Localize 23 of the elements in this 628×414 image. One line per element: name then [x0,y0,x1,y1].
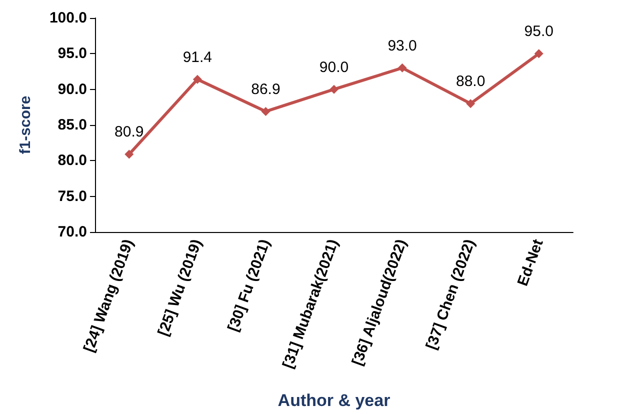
y-tick-label: 75.0 [58,188,87,205]
y-axis-title: f1-score [17,96,34,154]
data-label: 90.0 [319,58,349,76]
point [124,150,134,159]
point [398,63,407,72]
y-tick-label: 95.0 [58,45,87,62]
y-tick-label: 80.0 [58,152,87,170]
point [534,49,544,58]
data-label: 91.4 [182,48,212,66]
point [192,74,202,84]
data-label: 86.9 [251,80,280,98]
y-tick-label: 90.0 [58,80,87,98]
data-label: 93.0 [388,37,417,54]
y-tick-label: 85.0 [58,116,87,134]
point [466,99,476,108]
data-label: 95.0 [524,23,554,40]
y-tick-label: 70.0 [58,224,87,240]
data-label: 88.0 [456,73,486,90]
data-label: 80.9 [114,124,144,141]
point [261,106,270,116]
y-tick-label: 100.0 [49,10,87,26]
x-axis-title: Author & year [278,391,391,410]
point [330,84,338,94]
